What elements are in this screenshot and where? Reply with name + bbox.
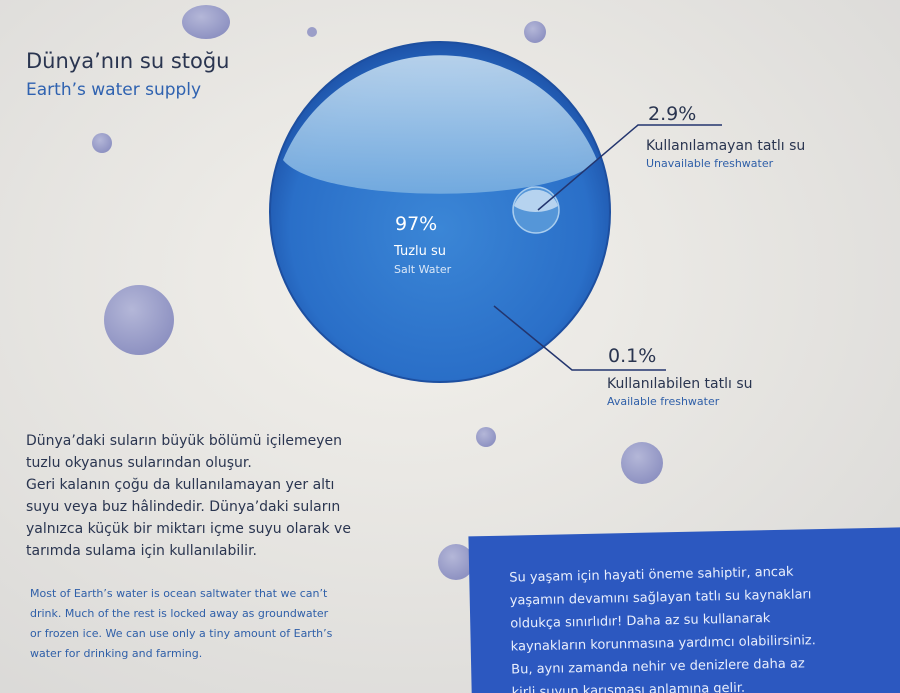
- callout-line: Bu, aynı zamanda nehir ve denizlere daha…: [511, 656, 805, 677]
- leaders: [493, 124, 722, 371]
- available-percent: 0.1%: [608, 345, 656, 367]
- callout-text: Su yaşam için hayati öneme sahiptir, anc…: [509, 565, 816, 693]
- callout-box: Su yaşam için hayati öneme sahiptir, anc…: [468, 526, 900, 693]
- unavailable-percent: 2.9%: [648, 103, 696, 125]
- body-line: water for drinking and farming.: [30, 647, 202, 660]
- body-turkish: Dünya’daki suların büyük bölümü içilemey…: [26, 433, 351, 559]
- title: Dünya’nın su stoğu: [26, 49, 229, 73]
- callout-line: yaşamın devamını sağlayan tatlı su kayna…: [510, 587, 812, 608]
- salt-label-en: Salt Water: [394, 263, 452, 276]
- body-english: Most of Earth’s water is ocean saltwater…: [30, 587, 333, 660]
- callout-line: kaynakların korunmasına yardımcı olabili…: [511, 633, 816, 654]
- decor-bubbles: [92, 5, 663, 580]
- callout-line: oldukça sınırlıdır! Daha az su kullanara…: [510, 611, 771, 631]
- globe: [269, 41, 611, 383]
- available-label-en: Available freshwater: [607, 395, 720, 408]
- unavailable-label-tr: Kullanılamayan tatlı su: [646, 138, 805, 154]
- subtitle: Earth’s water supply: [26, 80, 201, 100]
- body-line: drink. Much of the rest is locked away a…: [30, 607, 329, 620]
- body-line: Geri kalanın çoğu da kullanılamayan yer …: [26, 477, 334, 493]
- body-line: suyu veya buz hâlindedir. Dünya’daki sul…: [26, 499, 340, 515]
- body-line: Most of Earth’s water is ocean saltwater…: [30, 587, 328, 600]
- callout-line: kirli suyun karışması anlamına gelir.: [512, 681, 746, 693]
- unavailable-label-en: Unavailable freshwater: [646, 157, 774, 170]
- salt-label-tr: Tuzlu su: [393, 244, 446, 259]
- available-label-tr: Kullanılabilen tatlı su: [607, 376, 753, 392]
- body-line: tuzlu okyanus sularından oluşur.: [26, 455, 252, 471]
- body-line: tarımda sulama için kullanılabilir.: [26, 543, 257, 559]
- callout-line: Su yaşam için hayati öneme sahiptir, anc…: [509, 565, 794, 586]
- body-line: or frozen ice. We can use only a tiny am…: [30, 627, 333, 640]
- body-line: Dünya’daki suların büyük bölümü içilemey…: [26, 433, 342, 449]
- body-line: yalnızca küçük bir miktarı içme suyu ola…: [26, 521, 351, 537]
- salt-percent: 97%: [395, 213, 437, 235]
